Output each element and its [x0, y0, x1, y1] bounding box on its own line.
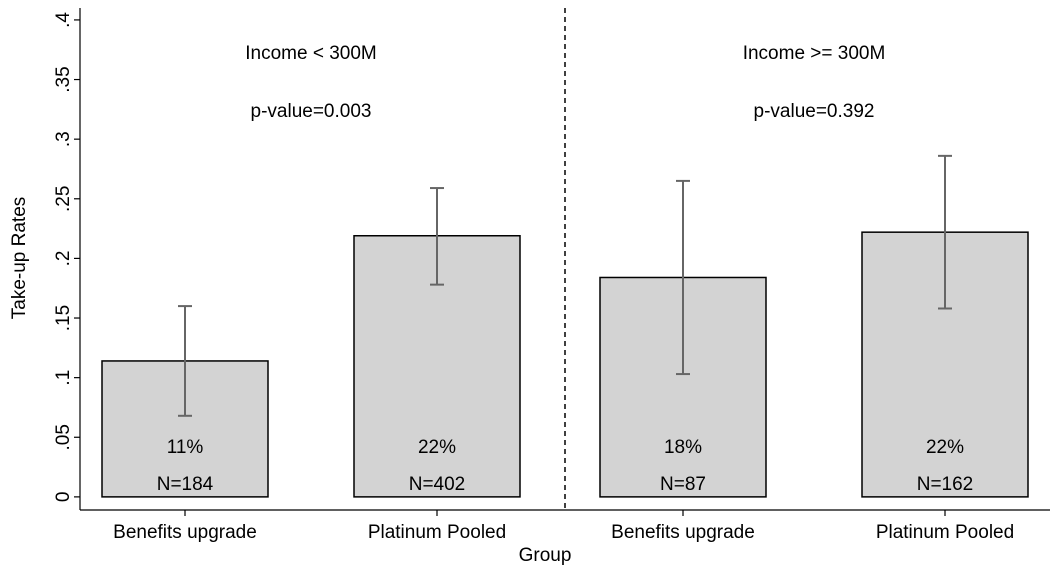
- y-tick-label: .3: [53, 131, 74, 147]
- n-label: N=87: [660, 474, 706, 495]
- y-tick-label: .15: [53, 305, 74, 331]
- y-axis-title: Take-up Rates: [9, 197, 30, 320]
- panel-title: Income < 300M: [245, 43, 377, 64]
- y-tick-label: .2: [53, 250, 74, 266]
- panel-title: Income >= 300M: [743, 43, 886, 64]
- error-bar: [430, 187, 444, 286]
- x-tick-label: Benefits upgrade: [611, 522, 755, 543]
- n-label: N=162: [917, 474, 974, 495]
- y-tick-label: .25: [53, 186, 74, 212]
- y-tick-label: .05: [53, 424, 74, 450]
- n-label: N=184: [157, 474, 214, 495]
- p-value: p-value=0.003: [251, 101, 372, 122]
- value-label: 11%: [167, 437, 204, 458]
- error-bar: [676, 179, 690, 376]
- x-tick-label: Benefits upgrade: [113, 522, 257, 543]
- y-tick-label: .4: [53, 12, 74, 28]
- value-label: 22%: [926, 437, 964, 458]
- y-tick-label: .1: [53, 370, 74, 386]
- error-bar: [938, 154, 952, 310]
- y-tick-label: .35: [53, 66, 74, 92]
- bar: [353, 234, 521, 498]
- x-tick-label: Platinum Pooled: [368, 522, 506, 543]
- y-tick-label: 0: [53, 492, 74, 503]
- x-tick-label: Platinum Pooled: [876, 522, 1014, 543]
- value-label: 22%: [418, 437, 456, 458]
- x-axis-title: Group: [519, 545, 572, 566]
- n-label: N=402: [409, 474, 466, 495]
- value-label: 18%: [664, 437, 702, 458]
- error-bar: [178, 305, 192, 417]
- p-value: p-value=0.392: [754, 101, 875, 122]
